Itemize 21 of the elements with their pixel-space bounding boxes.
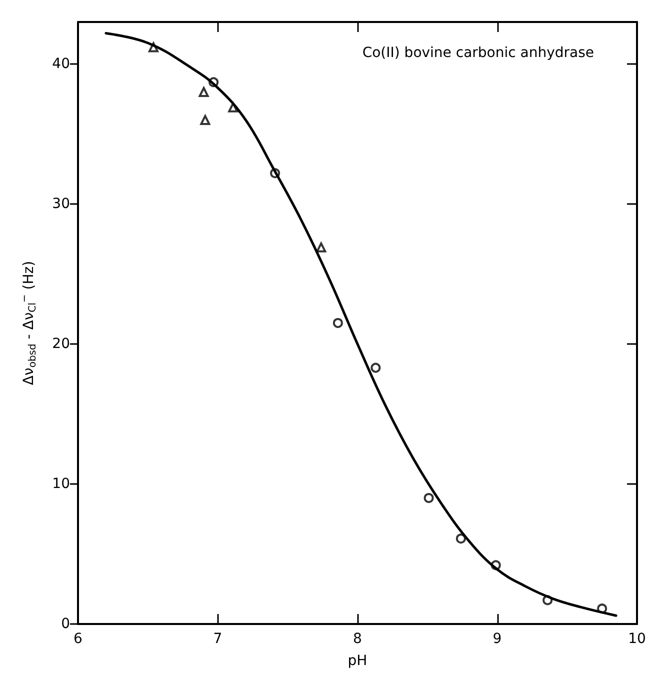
x-axis-title: pH [348, 653, 368, 669]
y-tick-label: 0 [61, 616, 70, 632]
y-tick-label: 10 [52, 476, 70, 492]
y-axis-title: Δνobsd - ΔνCl− (Hz) [20, 260, 38, 386]
point [456, 534, 466, 544]
y-tick-label: 40 [52, 56, 70, 72]
x-tick-label: 8 [353, 631, 362, 647]
point [332, 318, 343, 328]
x-tick-label: 9 [492, 631, 502, 647]
line-series [104, 32, 618, 617]
y-tick-label: 20 [52, 336, 70, 352]
point [424, 493, 434, 503]
point [200, 115, 210, 125]
y-tick-label: 30 [52, 196, 70, 212]
point [316, 242, 326, 252]
x-tick-label: 6 [74, 631, 83, 647]
x-tick-label: 10 [628, 631, 646, 647]
point [198, 87, 209, 97]
annotation: Co(II) bovine carbonic anhydrase [362, 45, 594, 61]
point [370, 362, 381, 373]
x-tick-label: 7 [213, 631, 222, 647]
